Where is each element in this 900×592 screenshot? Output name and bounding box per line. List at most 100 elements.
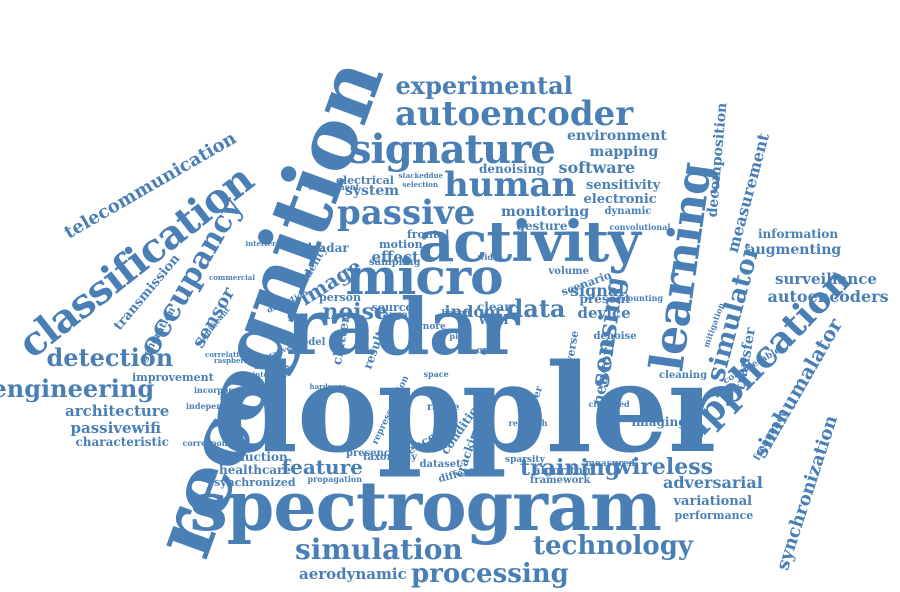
word-synchronized: synchronized: [214, 475, 296, 489]
word-passive: passive: [337, 193, 476, 233]
word-sampling: sampling: [369, 257, 421, 268]
word-software: software: [558, 158, 636, 177]
word-gnore: gnore: [416, 321, 446, 332]
word-detection: detection: [46, 343, 174, 372]
word-architecture: architecture: [65, 401, 170, 420]
word-raspberry: raspberry: [214, 355, 252, 365]
word-doppler: doppler: [212, 336, 733, 480]
word-commercial: commercial: [209, 272, 256, 282]
word-wide: wide: [477, 252, 499, 262]
word-propagation: propagation: [307, 474, 363, 484]
word-wall: wall: [479, 312, 509, 328]
word-correlation: correlation: [205, 349, 249, 359]
word-variational: variational: [673, 493, 753, 509]
word-experiment: experiment: [308, 182, 360, 192]
word-frontal: frontal: [407, 227, 450, 241]
word-processing: processing: [411, 559, 569, 589]
word-wireless: wireless: [613, 454, 714, 480]
word-characteristic: characteristic: [75, 435, 169, 449]
word-imaging: imaging: [631, 415, 687, 429]
word-improvement: improvement: [132, 370, 214, 384]
word-engineering: engineering: [0, 374, 155, 403]
word-hardware: hardware: [309, 381, 347, 391]
word-augmenting: augmenting: [746, 242, 842, 258]
word-information: information: [758, 227, 839, 241]
word-gesture: gesture: [516, 219, 568, 233]
word-electronic: electronic: [583, 191, 657, 207]
word-denoising: denoising: [479, 162, 545, 176]
word-human: human: [444, 165, 577, 205]
word-signal: signal: [570, 281, 625, 300]
word-counting: counting: [623, 293, 663, 303]
word-monitoring: monitoring: [501, 204, 590, 220]
word-taxonomy: taxonomy: [363, 452, 418, 463]
word-autoencoder: autoencoder: [395, 94, 634, 134]
word-research: research: [508, 418, 548, 428]
word-measured: measured: [585, 458, 635, 469]
word-dataset: dataset: [419, 459, 461, 470]
word-sensitivity: sensitivity: [586, 177, 661, 193]
word-convolutional: convolutional: [609, 222, 671, 232]
word-presence: presence: [346, 448, 397, 459]
word-synchronization: synchronization: [771, 412, 842, 573]
word-radar: radar: [285, 282, 520, 373]
word-dynamic: dynamic: [604, 206, 652, 217]
word-sparsity: sparsity: [505, 454, 545, 465]
word-signature: signature: [349, 126, 556, 173]
word-feature: feature: [281, 455, 363, 479]
word-corresponding: corresponding: [182, 438, 248, 448]
word-present: present: [579, 292, 631, 306]
word-device: device: [577, 303, 631, 322]
word-effect: effect: [371, 247, 419, 266]
word-stackeddue: stackeddue: [398, 170, 444, 180]
word-micro: micro: [345, 247, 504, 306]
word-pistr: pistr: [449, 331, 471, 341]
word-healthcare: healthcare: [219, 463, 291, 477]
word-data: data: [506, 294, 566, 323]
word-interference: interference: [245, 238, 295, 248]
word-interface: interface: [252, 369, 288, 379]
word-sdradar: sdradar: [297, 241, 349, 255]
word-source: source: [371, 300, 413, 314]
word-spectrogram: spectrogram: [189, 467, 662, 547]
word-training: training: [520, 455, 621, 481]
word-space: space: [423, 369, 449, 379]
word-surveillance: surveillance: [775, 269, 877, 288]
word-based: based: [441, 308, 471, 319]
word-cluttered: cluttered: [588, 399, 630, 409]
word-passivewifi: passivewifi: [70, 418, 162, 437]
word-incorporate: incorporate: [194, 385, 247, 395]
word-experimental: experimental: [395, 71, 573, 100]
word-aerodynamic: aerodynamic: [299, 564, 407, 583]
word-cleaning: cleaning: [659, 370, 708, 381]
word-independent: independent: [186, 401, 243, 411]
word-indoor: indoor: [444, 302, 504, 321]
word-activities: activities: [254, 361, 290, 371]
word-framework: framework: [530, 475, 591, 486]
word-mapping: mapping: [589, 144, 659, 160]
word-person: person: [319, 290, 362, 304]
word-target: target: [378, 310, 413, 321]
word-selection: selection: [402, 179, 438, 189]
word-system: system: [345, 183, 400, 199]
word-performance: performance: [674, 508, 754, 522]
word-reduction: reduction: [222, 450, 288, 464]
word-volume: volume: [548, 266, 590, 277]
word-denoise: denoise: [593, 331, 637, 342]
word-activity: activity: [418, 209, 641, 275]
word-technology: technology: [533, 531, 694, 561]
word-electrical: electrical: [336, 173, 394, 187]
word-range: range: [427, 402, 460, 413]
word-noise: noise: [322, 299, 388, 325]
word-motion: motion: [379, 237, 423, 251]
word-simulation: simulation: [295, 533, 463, 566]
word-adversarial: adversarial: [663, 473, 763, 492]
word-autoencoders: autoencoders: [767, 287, 889, 306]
word-open: open: [476, 345, 502, 356]
word-model: model: [291, 337, 326, 348]
word-clean: clean: [477, 300, 513, 314]
word-algorithm: algorithm: [533, 463, 595, 477]
word-decomposition: decomposition: [704, 102, 730, 218]
word-environment: environment: [567, 128, 667, 144]
